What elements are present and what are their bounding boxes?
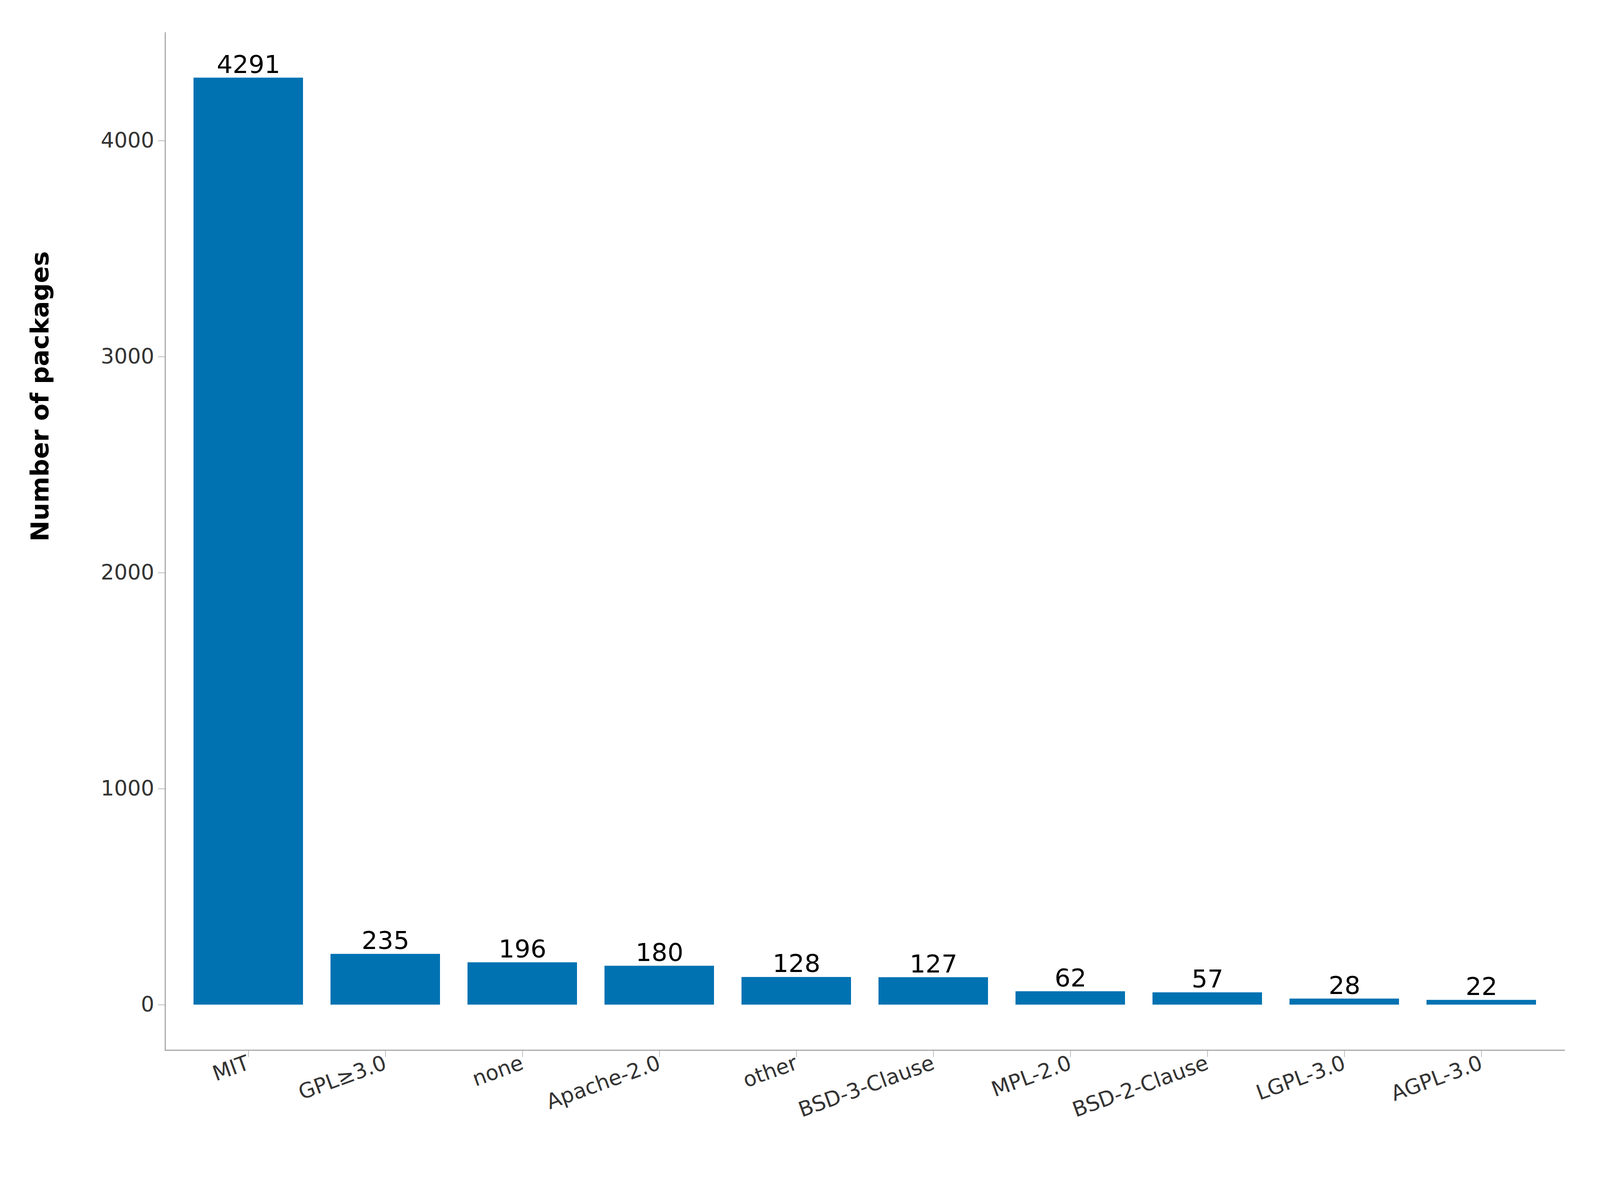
svg-text:AGPL-3.0: AGPL-3.0 [1387,1050,1486,1106]
svg-text:2000: 2000 [101,560,155,585]
svg-text:0: 0 [141,992,155,1017]
svg-text:180: 180 [635,938,683,967]
svg-text:62: 62 [1054,963,1087,993]
svg-text:28: 28 [1328,971,1361,1000]
svg-text:1000: 1000 [101,776,155,801]
svg-text:57: 57 [1191,964,1224,994]
svg-text:BSD-3-Clause: BSD-3-Clause [795,1050,938,1122]
svg-text:other: other [739,1050,801,1093]
svg-text:127: 127 [909,949,957,979]
svg-text:128: 128 [772,949,820,978]
svg-text:4291: 4291 [216,50,280,79]
svg-text:4000: 4000 [101,128,155,153]
svg-text:GPL≥3.0: GPL≥3.0 [295,1050,390,1105]
svg-text:235: 235 [361,926,409,955]
svg-text:Number of packages: Number of packages [25,251,55,542]
svg-text:3000: 3000 [101,344,155,369]
svg-text:Apache-2.0: Apache-2.0 [543,1050,664,1114]
svg-text:none: none [469,1050,527,1091]
svg-text:22: 22 [1465,972,1498,1001]
svg-text:MPL-2.0: MPL-2.0 [988,1050,1075,1102]
svg-text:LGPL-3.0: LGPL-3.0 [1253,1050,1349,1105]
svg-text:MIT: MIT [209,1050,253,1086]
svg-text:196: 196 [498,934,546,964]
svg-text:BSD-2-Clause: BSD-2-Clause [1069,1050,1212,1122]
